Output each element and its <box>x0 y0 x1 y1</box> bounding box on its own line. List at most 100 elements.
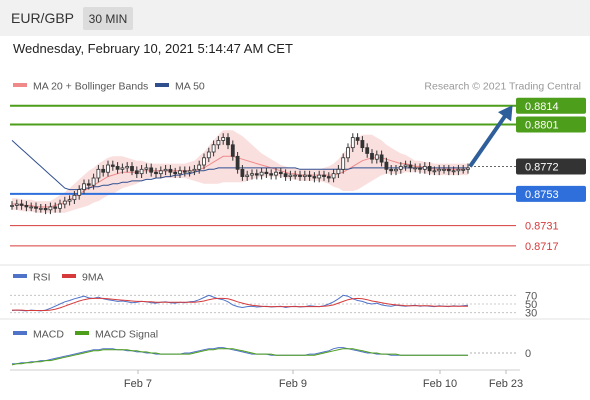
x-axis-label: Feb 7 <box>124 378 152 390</box>
pivot-tag <box>516 185 586 202</box>
current-price-label: 0.8772 <box>525 161 559 173</box>
candle-body <box>91 177 96 186</box>
candle-body <box>245 174 250 177</box>
candle-body <box>254 173 259 176</box>
candle-body <box>408 164 413 169</box>
candle-body <box>413 167 418 170</box>
candle-body <box>43 207 48 211</box>
rsi-level-label: 70 <box>525 290 537 302</box>
candle-body <box>197 164 202 170</box>
candle-body <box>350 137 355 149</box>
candle-body <box>317 174 322 179</box>
candle-body <box>144 167 149 170</box>
candles <box>10 105 513 215</box>
x-axis-label: Feb 9 <box>279 378 307 390</box>
timeframe-button[interactable]: 30 MIN <box>83 7 133 30</box>
candle-body <box>211 144 216 153</box>
x-axis-label: Feb 10 <box>423 378 457 390</box>
candle-body <box>355 137 360 141</box>
candle-body <box>187 170 192 173</box>
candle-body <box>82 183 86 190</box>
candle-body <box>149 167 154 173</box>
bollinger-band-area <box>12 130 468 213</box>
ma50-legend-label: MA 50 <box>175 81 205 93</box>
candle-body <box>283 173 288 177</box>
candle-body <box>106 164 110 173</box>
pivot-label: 0.8753 <box>525 189 559 201</box>
candle-body <box>259 171 264 176</box>
ma20-legend-label: MA 20 + Bollinger Bands <box>33 81 148 93</box>
candle-body <box>322 174 326 177</box>
candle-body <box>67 199 72 202</box>
bollinger-bands <box>12 130 468 213</box>
rsi-ma-legend-swatch <box>62 274 76 278</box>
candle-body <box>250 173 254 176</box>
candle-body <box>34 206 38 209</box>
rsi-series-line <box>11 294 469 312</box>
candle-body <box>379 154 384 163</box>
candle-body <box>58 203 62 209</box>
rsi-level-label: 50 <box>525 299 537 311</box>
candle-body <box>346 147 350 159</box>
candle-body <box>456 168 461 172</box>
candle-body <box>10 205 14 207</box>
candle-body <box>72 194 77 201</box>
rsi-legend-swatch <box>13 274 27 278</box>
candle-body <box>86 183 91 186</box>
macd-signal-legend-label: MACD Signal <box>95 329 158 341</box>
candle-body <box>264 171 269 175</box>
projection-arrowhead <box>498 105 513 122</box>
candle-body <box>374 154 379 160</box>
candle-body <box>331 173 336 179</box>
candle-body <box>110 164 115 167</box>
candle-body <box>178 170 182 175</box>
candle-body <box>288 174 293 177</box>
rsi-series-line <box>12 297 468 311</box>
candle-body <box>341 157 346 170</box>
candle-body <box>427 166 432 172</box>
candle-body <box>77 189 82 196</box>
candle-body <box>293 174 298 177</box>
candle-body <box>202 157 206 166</box>
candle-body <box>451 170 456 173</box>
candle-body <box>182 170 187 173</box>
candle-body <box>446 168 451 172</box>
candle-body <box>389 168 394 172</box>
level-labels: 0.8814 0.8801 0.8772 0.8753 0.8731 0.8717 <box>516 97 586 253</box>
candle-body <box>48 206 53 211</box>
credit-label: Research © 2021 Trading Central <box>424 81 581 93</box>
current-price-tag <box>516 158 586 175</box>
candle-body <box>19 203 24 206</box>
candle-body <box>235 155 240 170</box>
candle-body <box>96 168 101 179</box>
candle-body <box>173 171 178 175</box>
candle-body <box>53 206 58 209</box>
candle-body <box>437 168 442 172</box>
support-label: 0.8717 <box>525 241 559 253</box>
datetime-label: Wednesday, February 10, 2021 5:14:47 AM … <box>13 41 293 56</box>
candle-body <box>269 173 274 176</box>
candle-body <box>125 166 130 169</box>
candle-body <box>278 171 283 175</box>
candle-body <box>221 137 226 141</box>
candle-body <box>101 168 106 173</box>
candle-body <box>230 144 235 157</box>
candle-body <box>139 168 144 175</box>
ma20-legend-swatch <box>13 83 27 87</box>
candle-body <box>24 205 29 208</box>
macd-legend-label: MACD <box>33 329 64 341</box>
macd-level-label: 0 <box>525 348 531 360</box>
resistance-tag <box>516 116 586 133</box>
candle-body <box>216 140 221 146</box>
candle-body <box>226 137 230 146</box>
symbol-title: EUR/GBP <box>11 10 75 26</box>
candle-body <box>307 174 312 177</box>
candle-body <box>154 171 158 175</box>
candle-body <box>370 153 374 160</box>
candle-body <box>130 166 134 172</box>
candle-body <box>192 168 197 172</box>
candle-body <box>206 151 211 159</box>
candle-body <box>302 174 307 177</box>
macd-signal-legend-swatch <box>75 331 89 335</box>
